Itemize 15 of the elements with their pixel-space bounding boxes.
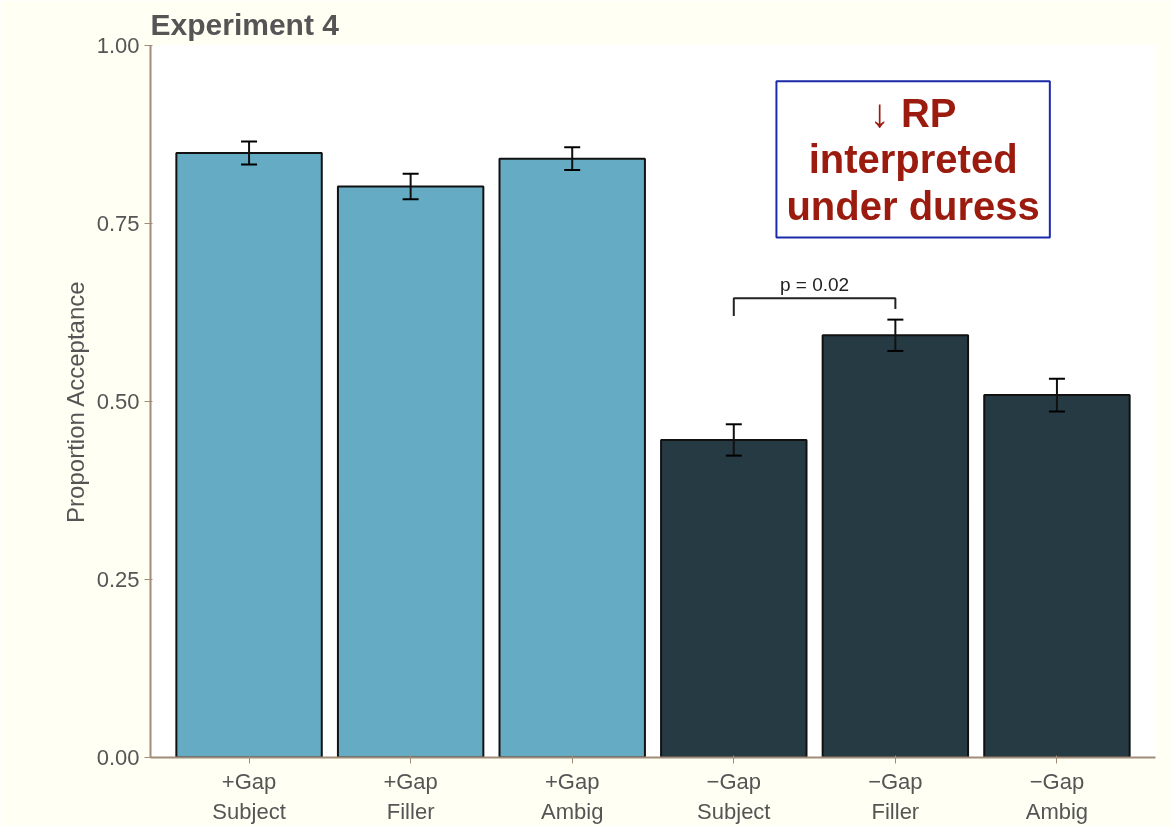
x-tick-label: +Gap Filler — [383, 768, 438, 824]
y-axis-title: Proportion Acceptance — [61, 281, 89, 523]
y-tick-label: 0.00 — [96, 745, 140, 770]
x-tick-label: −Gap Filler — [868, 768, 923, 824]
y-tick-label: 0.75 — [96, 211, 140, 236]
chart-title: Experiment 4 — [150, 7, 340, 41]
annotation: ↓ RP interpreted under duress — [786, 91, 1040, 228]
y-tick-label: 0.25 — [96, 567, 140, 592]
x-tick-label: −Gap Subject — [697, 768, 771, 824]
annotation: p = 0.02 — [779, 273, 850, 295]
x-tick-label: −Gap Ambig — [1025, 768, 1089, 824]
y-tick-label: 1.00 — [96, 33, 140, 58]
y-tick-label: 0.50 — [96, 389, 140, 414]
x-tick-label: +Gap Ambig — [541, 768, 604, 824]
x-tick-label: +Gap Subject — [212, 768, 286, 824]
